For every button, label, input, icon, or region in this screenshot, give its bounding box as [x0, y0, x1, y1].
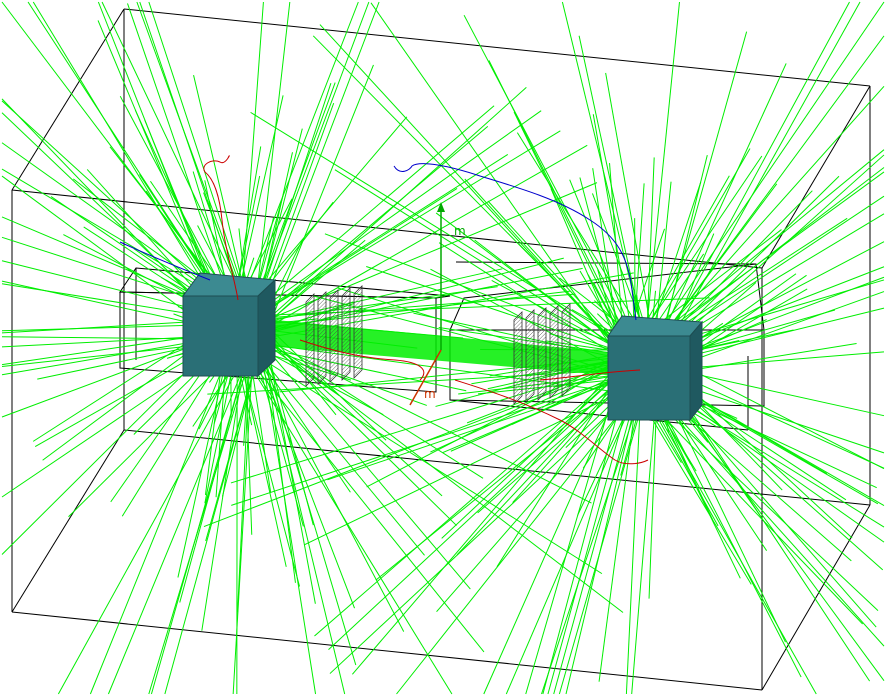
track-line: [328, 377, 622, 651]
track-line: [263, 335, 457, 526]
red-track-2: [454, 379, 649, 465]
track-line: [242, 327, 592, 504]
detector-plane: [525, 309, 535, 403]
track-line: [647, 1, 850, 373]
track-line: [241, 340, 654, 398]
track-line: [250, 111, 650, 359]
axis-y-arrow: [437, 202, 445, 212]
track-line: [366, 354, 621, 488]
detector-plane: [561, 303, 571, 397]
track-line: [237, 335, 252, 612]
detector-plane: [329, 289, 339, 383]
track-line: [438, 326, 624, 356]
track-line: [561, 1, 653, 374]
track-line: [630, 366, 817, 695]
detector-plane: [549, 305, 559, 399]
axis-z-label: m: [424, 387, 436, 401]
world-box-edge-bl: [11, 429, 125, 613]
track-line: [233, 125, 489, 342]
beam-bundle: [255, 318, 640, 378]
track-line: [238, 144, 588, 345]
red-track-1: [203, 155, 239, 301]
track-line: [625, 366, 643, 695]
blue-tracks: [119, 163, 637, 321]
track-line: [148, 1, 257, 330]
track-line: [230, 351, 658, 484]
detector-plane: [513, 311, 523, 405]
track-line: [319, 24, 631, 364]
track-line: [314, 362, 629, 637]
track-line: [366, 266, 633, 357]
blue-track-2: [119, 241, 211, 281]
right-detector-stack: [513, 303, 571, 405]
track-line: [232, 316, 256, 695]
track-line: [438, 242, 622, 360]
track-line: [127, 3, 237, 320]
track-line: [233, 1, 359, 322]
detector-plane: [537, 307, 547, 401]
track-line: [547, 366, 639, 695]
track-line: [101, 1, 256, 325]
track-line: [645, 376, 802, 678]
axis-z-line: [409, 349, 442, 406]
red-track-4: [539, 369, 641, 381]
axis-y-label: m: [454, 224, 466, 238]
world-box-front-top: [11, 189, 763, 269]
track-line: [231, 375, 626, 506]
track-line: [177, 340, 231, 578]
track-line: [207, 368, 630, 395]
track-line: [329, 373, 653, 674]
track-line: [327, 366, 659, 481]
track-line: [256, 323, 317, 695]
track-line: [238, 105, 495, 325]
track-line: [487, 200, 631, 358]
track-line: [261, 64, 374, 345]
track-line: [261, 342, 471, 590]
track-line: [658, 377, 786, 643]
track-line: [640, 149, 885, 351]
detector-plane: [353, 285, 363, 379]
track-line: [505, 372, 646, 695]
track-line: [237, 328, 425, 556]
track-line: [245, 110, 542, 321]
red-track-3: [299, 339, 425, 381]
right-target-block: [607, 315, 704, 422]
track-line: [251, 340, 356, 609]
track-line: [107, 324, 262, 695]
red-tracks: [203, 155, 649, 465]
world-box-edge-br: [761, 504, 871, 691]
track-line: [89, 338, 235, 695]
track-line: [263, 239, 366, 327]
track-line: [649, 1, 861, 379]
blue-track-1: [393, 163, 637, 321]
axes-origin: m m: [409, 202, 466, 406]
detector-plane: [305, 293, 315, 387]
track-line: [370, 2, 629, 371]
track-line: [150, 340, 253, 695]
world-box-back-top: [123, 8, 871, 87]
track-line: [246, 87, 527, 339]
track-line: [136, 1, 256, 326]
track-line: [605, 72, 659, 367]
track-line: [631, 372, 659, 695]
track-line: [252, 1, 291, 326]
track-line: [463, 14, 644, 355]
track-line: [228, 334, 485, 653]
detector-plane: [317, 291, 327, 385]
left-target-block: [182, 272, 277, 378]
track-line: [483, 371, 627, 695]
track-line: [324, 233, 636, 352]
track-line: [396, 372, 652, 695]
world-box-edge-tr: [761, 85, 871, 269]
track-line: [450, 375, 622, 452]
track-line: [592, 168, 621, 351]
track-line: [334, 169, 660, 374]
track-line: [351, 358, 624, 675]
track-line: [304, 378, 649, 546]
